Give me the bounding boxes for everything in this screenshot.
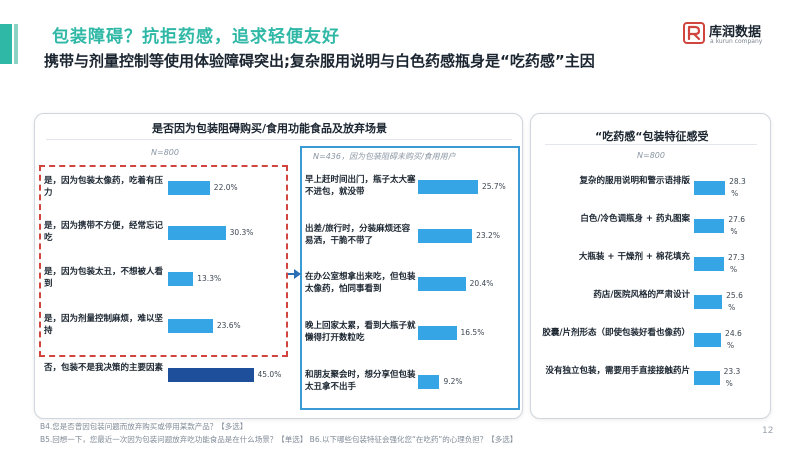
middle-n-label: N=436，因为包装阻碍未购买/食用用户 (313, 152, 456, 161)
chart3-bar (694, 257, 725, 271)
chart1-value-label: 30.3% (229, 228, 254, 237)
page-headline: 包装障碍？抗拒药感，追求轻便友好 (52, 27, 340, 47)
chart1-category-label: 是，因为携带不方便，经常忘记吃 (44, 221, 164, 243)
chart2-bar (418, 375, 440, 389)
chart1-bar (168, 319, 213, 333)
chart1-value-label: 13.3% (197, 274, 222, 283)
right-n-label: N=800 (637, 151, 665, 160)
chart2-bar (418, 180, 478, 194)
chart1-category-label: 是，因为包装太像药，吃着有压力 (44, 176, 164, 198)
brand-logo: 库润数据 a kurun company (683, 20, 793, 50)
chart3-value-unit: % (730, 265, 738, 274)
chart3-value-label: 24.6 (725, 329, 742, 338)
chart3-bar (694, 181, 726, 195)
right-panel-title: “吃药感“包装特征感受 (595, 130, 709, 143)
connector-arrow (288, 273, 296, 275)
chart2-bar (418, 229, 473, 243)
chart1-bar (168, 226, 226, 240)
chart1-category-label: 否，包装不是我决策的主要因素 (44, 363, 164, 373)
chart2-category-label: 出差/旅行时，分装麻烦还容易洒，干脆不带了 (305, 224, 411, 246)
header-accent-stripe (14, 24, 18, 64)
chart2-value-label: 16.5% (460, 328, 485, 337)
chart3-value-unit: % (727, 341, 735, 350)
chart2-value-label: 25.7% (481, 182, 506, 191)
chart2-category-label: 早上赶时间出门，瓶子太大塞不进包，就没带 (305, 175, 416, 197)
chart2-value-label: 23.2% (476, 231, 500, 240)
chart3-value-label: 25.6 (726, 291, 743, 300)
barrier-highlight-box (39, 165, 288, 357)
chart2-bar (418, 326, 457, 340)
chart3-category-label: 胶囊/片剂形态（即使包装好看也像药） (542, 328, 690, 338)
chart3-value-label: 27.3 (728, 253, 745, 262)
chart1-bar (168, 368, 254, 382)
left-chart-panel (34, 113, 523, 419)
chart3-category-label: 大瓶装 + 干燥剂 + 棉花填充 (578, 252, 690, 262)
chart1-value-label: 45.0% (257, 370, 282, 379)
left-n-label: N=800 (151, 148, 179, 157)
chart1-category-label: 是，因为剂量控制麻烦，难以坚持 (44, 314, 164, 336)
page-subheadline: 携带与剂量控制等使用体验障碍突出;复杂服用说明与白色药感瓶身是“吃药感”主因 (44, 52, 595, 70)
chart3-value-unit: % (730, 227, 738, 236)
arrow-head-icon (294, 269, 301, 279)
chart2-category-label: 晚上回家太累，看到大瓶子就懒得打开数粒吃 (305, 321, 416, 343)
footnote-b5-b6: B5.回想一下，您最近一次因为包装问题放弃吃功能食品是在什么场景？【单选】 B6… (40, 435, 518, 444)
footnote-b4: B4.您是否曾因包装问题而放弃购买或停用某款产品？【多选】 (40, 422, 248, 431)
header-accent-bar (0, 24, 12, 64)
chart2-category-label: 和朋友聚会时，想分享但包装太丑拿不出手 (305, 370, 416, 392)
right-chart-panel (530, 113, 771, 419)
chart3-category-label: 复杂的服用说明和警示语排版 (579, 176, 690, 186)
chart2-value-label: 9.2% (443, 377, 463, 386)
chart3-bar (694, 219, 725, 233)
chart1-bar (168, 272, 194, 286)
chart3-value-unit: % (728, 303, 736, 312)
brand-name: 库润数据 (709, 25, 762, 40)
kurun-logo-icon (683, 22, 705, 44)
chart3-bar (694, 295, 723, 309)
chart3-value-label: 27.6 (728, 215, 746, 224)
chart3-category-label: 没有独立包装，需要用手直接接触药片 (545, 366, 690, 376)
chart2-category-label: 在办公室想拿出来吃，但包装太像药，怕同事看到 (305, 272, 416, 294)
left-panel-divider (46, 139, 512, 140)
chart1-value-label: 22.0% (213, 183, 238, 192)
brand-tagline: a kurun company (710, 38, 763, 45)
chart1-category-label: 是，因为包装太丑，不想被人看到 (44, 267, 164, 289)
chart2-bar (418, 277, 466, 291)
chart1-bar (168, 181, 210, 195)
left-panel-title: 是否因为包装阻碍购买/食用功能食品及放弃场景 (152, 122, 388, 135)
chart2-value-label: 20.4% (469, 279, 494, 288)
chart3-category-label: 白色/冷色调瓶身 + 药丸图案 (580, 214, 690, 224)
chart3-value-label: 28.3 (729, 177, 746, 186)
page-number: 12 (762, 426, 774, 436)
chart3-value-unit: % (725, 379, 733, 388)
chart3-value-label: 23.3 (723, 367, 741, 376)
chart3-category-label: 药店/医院风格的严肃设计 (593, 290, 690, 300)
chart3-value-unit: % (731, 189, 739, 198)
chart3-bar (694, 371, 720, 385)
chart1-value-label: 23.6% (216, 321, 241, 330)
scene-breakdown-box (300, 146, 520, 410)
right-panel-divider (545, 144, 757, 145)
chart3-bar (694, 333, 722, 347)
